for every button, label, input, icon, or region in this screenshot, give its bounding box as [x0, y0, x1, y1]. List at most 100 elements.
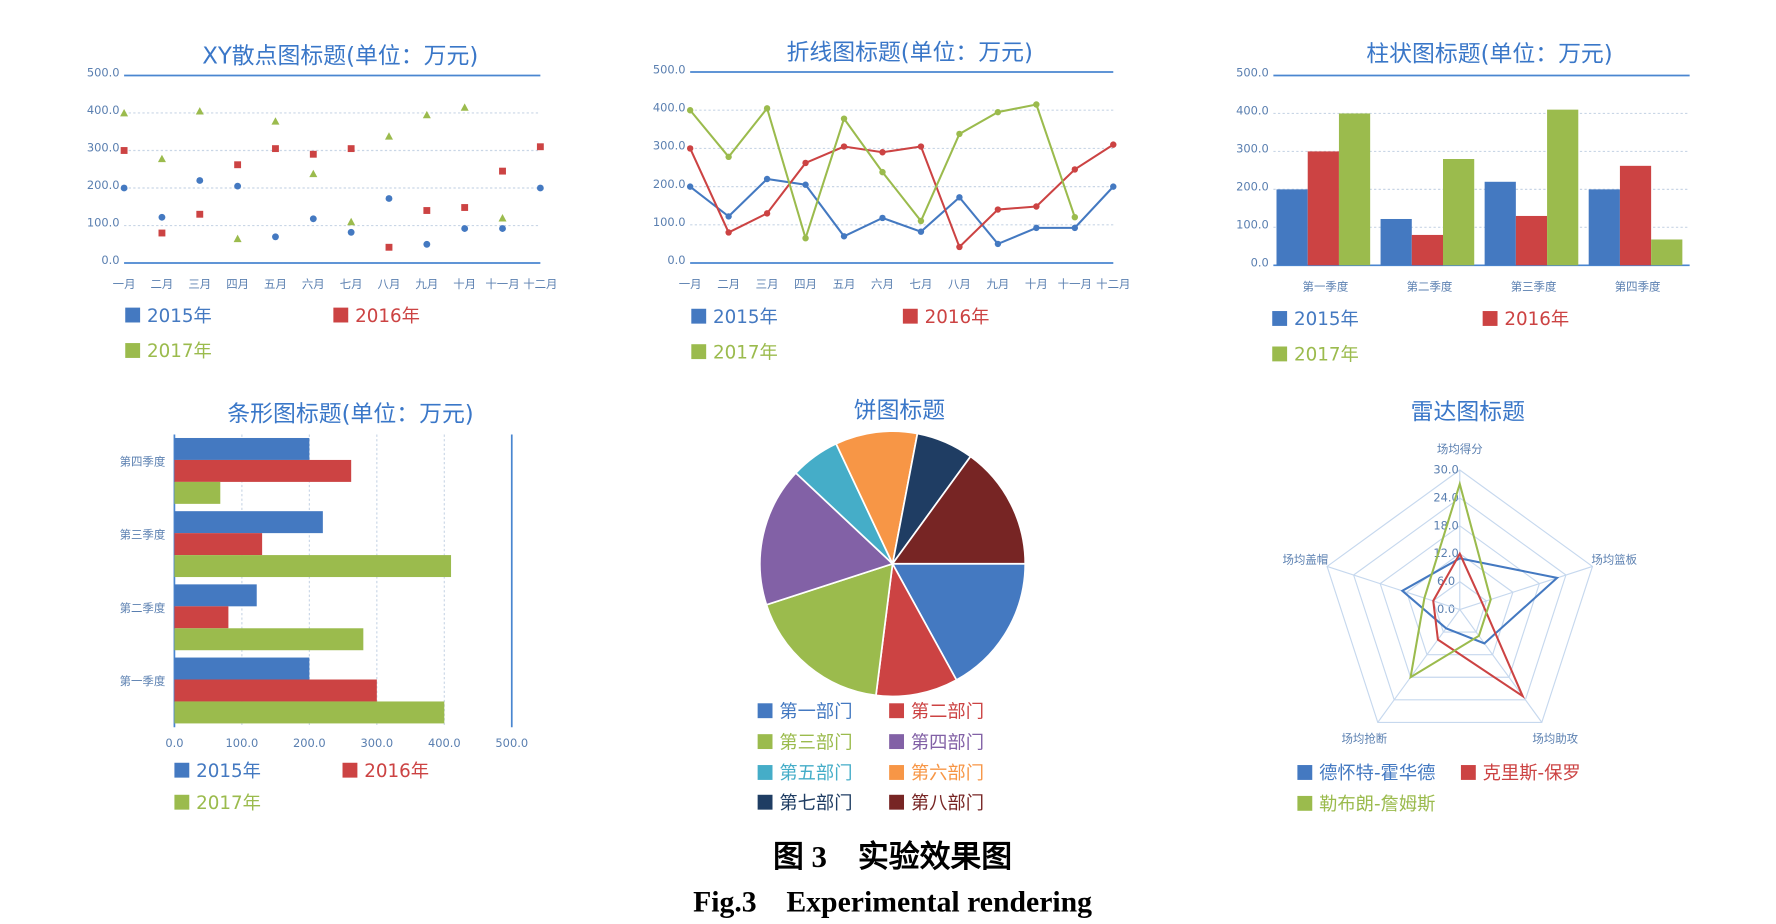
y-tick-label: 200.0	[653, 177, 686, 191]
x-tick-label: 第二季度	[1407, 280, 1453, 294]
y-tick-label: 第二季度	[120, 601, 166, 615]
point	[158, 229, 166, 237]
point	[686, 183, 694, 190]
x-tick-label: 三月	[188, 277, 211, 291]
y-tick-label: 500.0	[1236, 66, 1269, 80]
x-tick-label: 二月	[717, 277, 740, 291]
point	[802, 181, 809, 188]
radar-line	[1409, 480, 1492, 680]
bar	[1619, 165, 1652, 266]
bar	[1484, 181, 1516, 266]
x-tick-label: 一月	[113, 277, 136, 291]
chart-title: 柱状图标题(单位：万元)	[1366, 41, 1612, 67]
y-tick-label: 100.0	[653, 215, 686, 229]
point	[120, 184, 128, 192]
point	[385, 243, 393, 251]
bar	[174, 511, 323, 534]
chart-title: 条形图标题(单位：万元)	[227, 402, 473, 428]
legend-label: 2015年	[1294, 309, 1359, 330]
legend-label: 第六部门	[911, 763, 984, 784]
x-tick-label: 第三季度	[1511, 280, 1557, 294]
point	[1071, 213, 1079, 221]
x-tick-label: 十二月	[523, 277, 557, 291]
bar	[174, 481, 221, 504]
point	[499, 167, 506, 175]
point	[840, 233, 848, 240]
point	[763, 175, 771, 183]
grid-ring	[1379, 525, 1541, 678]
legend-swatch	[889, 734, 905, 750]
legend-label: 2016年	[355, 306, 420, 327]
legend-label: 2015年	[147, 306, 212, 327]
x-tick-label: 六月	[871, 277, 894, 291]
point	[423, 207, 431, 214]
point	[498, 214, 507, 222]
legend-swatch	[1460, 765, 1476, 780]
point	[956, 130, 963, 138]
point	[233, 234, 242, 243]
point	[460, 103, 469, 111]
point	[879, 168, 886, 176]
r-tick-label: 24.0	[1433, 490, 1458, 504]
y-tick-label: 第四季度	[120, 455, 166, 469]
point	[157, 154, 166, 163]
x-tick-label: 一月	[679, 277, 702, 291]
legend-swatch	[333, 307, 349, 323]
point	[917, 228, 925, 235]
point	[385, 195, 393, 202]
bar	[1307, 151, 1339, 266]
point	[158, 213, 166, 221]
x-tick-label: 十二月	[1096, 277, 1130, 291]
point	[917, 143, 925, 150]
caption-cn: 图 3 实验效果图	[773, 839, 1012, 874]
x-tick-label: 七月	[340, 277, 363, 291]
point	[461, 204, 469, 211]
caption-en: Fig.3 Experimental rendering	[693, 886, 1092, 918]
y-tick-label: 100.0	[87, 216, 120, 230]
point	[1110, 141, 1117, 148]
x-tick-label: 第一季度	[1303, 280, 1349, 294]
point	[536, 143, 544, 151]
legend-swatch	[691, 308, 707, 324]
point	[272, 233, 279, 241]
point	[763, 210, 771, 217]
point	[234, 182, 242, 190]
point	[234, 161, 242, 169]
legend-label: 第二部门	[911, 701, 984, 722]
y-tick-label: 500.0	[87, 66, 120, 80]
axis-label: 场均篮板	[1591, 553, 1637, 567]
point	[840, 143, 848, 150]
grid-ring	[1432, 580, 1487, 633]
bar	[174, 459, 352, 482]
point	[1033, 203, 1040, 210]
point	[686, 145, 694, 152]
x-tick-label: 400.0	[428, 736, 461, 750]
bar	[174, 657, 310, 680]
y-tick-label: 200.0	[1236, 180, 1269, 194]
bar	[1380, 218, 1412, 266]
y-tick-label: 0.0	[667, 253, 685, 267]
x-tick-label: 0.0	[165, 736, 183, 750]
point	[195, 107, 204, 115]
point	[536, 184, 544, 192]
point	[347, 145, 355, 153]
point	[272, 145, 279, 153]
legend-swatch	[174, 762, 190, 778]
x-tick-label: 十月	[453, 277, 476, 291]
point	[956, 194, 963, 201]
axis-label: 场均助攻	[1532, 732, 1578, 746]
legend-label: 第一部门	[779, 701, 852, 722]
bar	[1651, 239, 1683, 266]
legend-label: 2016年	[364, 761, 429, 782]
legend-label: 第三部门	[779, 732, 852, 753]
bar	[174, 437, 310, 460]
x-tick-label: 500.0	[495, 736, 528, 750]
legend-swatch	[889, 703, 905, 719]
x-tick-label: 四月	[226, 277, 249, 291]
legend-label: 2016年	[925, 307, 990, 328]
legend-swatch	[1297, 795, 1313, 811]
legend-label: 2017年	[713, 342, 778, 363]
legend-swatch	[757, 794, 773, 810]
point	[423, 240, 431, 248]
